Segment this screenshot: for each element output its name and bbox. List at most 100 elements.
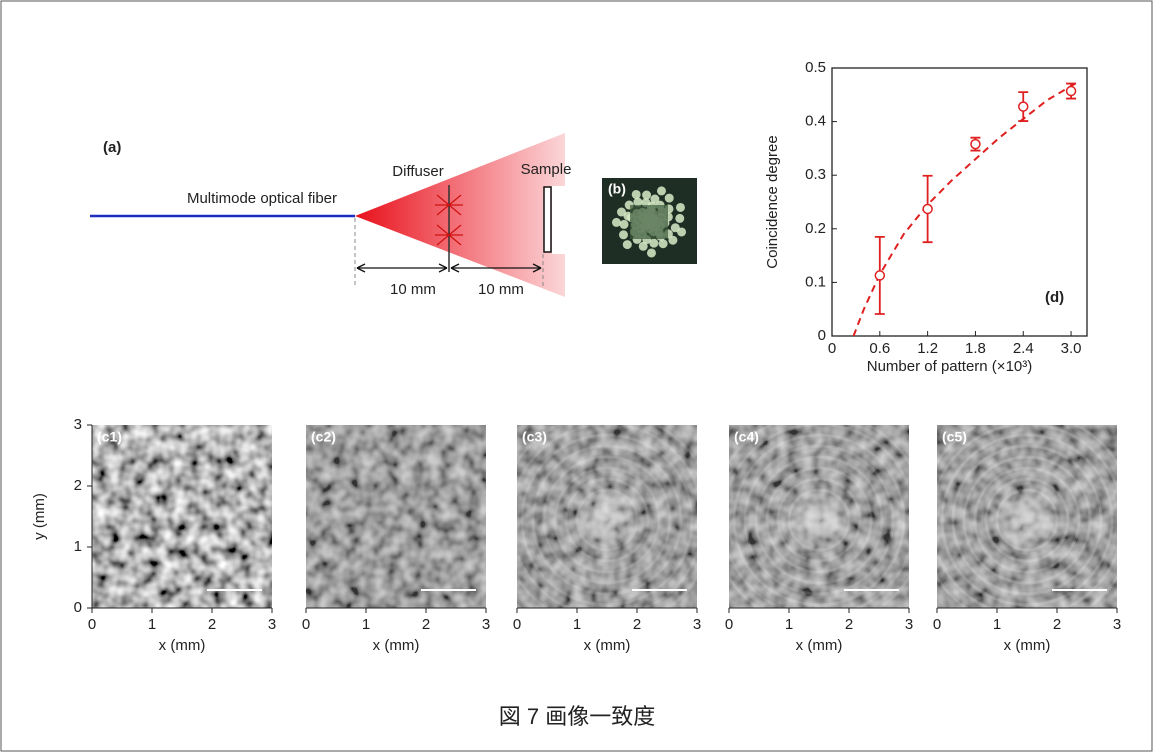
y-tick-label: 2 xyxy=(74,477,82,494)
ring xyxy=(509,422,705,618)
bead xyxy=(656,186,666,196)
x-tick-label: 2.4 xyxy=(1013,340,1034,357)
bead xyxy=(658,239,668,249)
ring xyxy=(520,433,694,607)
x-axis-label: x (mm) xyxy=(373,637,420,654)
sample-shadow xyxy=(552,186,566,254)
data-point xyxy=(1018,101,1029,112)
bead xyxy=(631,189,641,199)
sample xyxy=(543,186,552,253)
object-image xyxy=(787,488,851,552)
x-tick-label: 1.8 xyxy=(965,340,986,357)
x-axis-label: x (mm) xyxy=(796,637,843,654)
bead xyxy=(642,190,652,200)
x-tick-label: 1 xyxy=(362,616,370,633)
panel-label: (d) xyxy=(1045,289,1064,306)
panel-label: (c1) xyxy=(97,429,122,445)
data-point xyxy=(922,203,933,215)
ring xyxy=(929,422,1125,618)
x-tick-label: 0 xyxy=(88,616,96,633)
bead xyxy=(668,235,678,245)
ring xyxy=(951,444,1103,596)
panel-label: (b) xyxy=(608,181,626,197)
y-axis-label: y (mm) xyxy=(31,493,48,540)
x-tick-label: 2 xyxy=(208,616,216,633)
bead xyxy=(618,230,628,240)
guides xyxy=(354,218,544,288)
bead xyxy=(675,213,685,223)
ring xyxy=(743,444,895,596)
y-tick-label: 0 xyxy=(74,599,82,616)
y-tick-label: 0.1 xyxy=(805,273,826,290)
y-tick-label: 0 xyxy=(818,327,826,344)
bead xyxy=(649,238,659,248)
y-axis-label: Coincidence degree xyxy=(764,135,781,268)
scatter-rays xyxy=(435,194,463,246)
speckle-image xyxy=(92,425,272,608)
ring xyxy=(962,455,1092,585)
x-tick-label: 3 xyxy=(482,616,490,633)
x-tick-label: 1.2 xyxy=(917,340,938,357)
y-tick-label: 0.2 xyxy=(805,220,826,237)
caption: 図 7 画像一致度 xyxy=(499,704,655,729)
beam xyxy=(355,133,565,297)
x-tick-label: 2 xyxy=(422,616,430,633)
x-tick-label: 0.6 xyxy=(869,340,890,357)
ring xyxy=(564,477,650,563)
y-tick-label: 1 xyxy=(74,538,82,555)
x-tick-label: 3 xyxy=(1113,616,1121,633)
fiber-label: Multimode optical fiber xyxy=(187,190,337,207)
x-axis-label: x (mm) xyxy=(1004,637,1051,654)
ring xyxy=(765,466,873,574)
object-image xyxy=(995,488,1059,552)
x-tick-label: 0 xyxy=(933,616,941,633)
x-tick-label: 3.0 xyxy=(1061,340,1082,357)
speckle-image xyxy=(306,425,486,608)
x-tick-label: 2 xyxy=(845,616,853,633)
panel-label: (c2) xyxy=(311,429,336,445)
ring xyxy=(732,433,906,607)
x-tick-label: 0 xyxy=(725,616,733,633)
sample-label: Sample xyxy=(521,161,572,178)
y-tick-label: 0.4 xyxy=(805,113,826,130)
bead xyxy=(611,217,621,227)
x-tick-label: 3 xyxy=(905,616,913,633)
x-axis-label: x (mm) xyxy=(584,637,631,654)
ring xyxy=(984,477,1070,563)
diffuser-label: Diffuser xyxy=(392,163,443,180)
x-tick-label: 2 xyxy=(633,616,641,633)
x-tick-label: 1 xyxy=(148,616,156,633)
x-axis-label: Number of pattern (×10³) xyxy=(867,358,1033,375)
x-tick-label: 1 xyxy=(993,616,1001,633)
ring xyxy=(776,477,862,563)
mesh xyxy=(630,205,668,239)
y-tick-label: 0.3 xyxy=(805,166,826,183)
bead xyxy=(646,248,656,258)
data-point xyxy=(874,270,886,281)
panel-label: (c5) xyxy=(942,429,967,445)
bead xyxy=(619,219,629,229)
ring xyxy=(553,466,661,574)
y-tick-label: 0.5 xyxy=(805,59,826,76)
ring xyxy=(918,411,1136,629)
bead xyxy=(650,194,660,204)
panel-label: (c3) xyxy=(522,429,547,445)
bead xyxy=(638,241,648,251)
dim xyxy=(306,425,486,608)
x-tick-label: 1 xyxy=(785,616,793,633)
ring xyxy=(498,411,716,629)
y-tick-label: 3 xyxy=(74,416,82,433)
object-image xyxy=(575,488,639,552)
distance-label: 10 mm xyxy=(390,281,436,298)
fit-curve xyxy=(852,80,1080,337)
data-point xyxy=(970,138,981,150)
x-tick-label: 3 xyxy=(693,616,701,633)
bead xyxy=(670,223,680,233)
x-tick-label: 2 xyxy=(1053,616,1061,633)
x-tick-label: 0 xyxy=(302,616,310,633)
bead xyxy=(675,202,685,212)
x-axis-label: x (mm) xyxy=(159,637,206,654)
ring xyxy=(973,466,1081,574)
